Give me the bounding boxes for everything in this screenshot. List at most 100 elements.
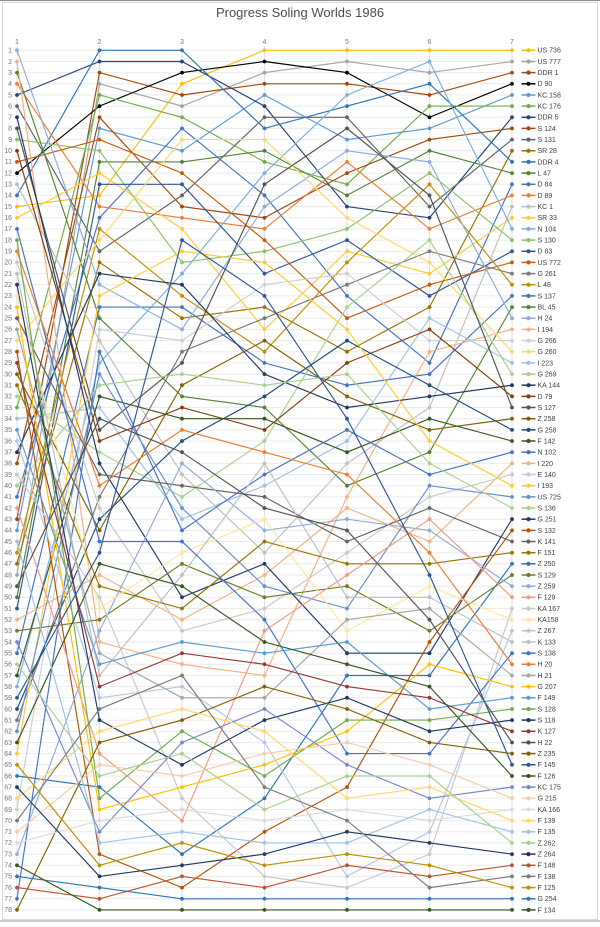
svg-text:F 145: F 145 <box>538 762 556 769</box>
svg-text:F 125: F 125 <box>538 885 556 892</box>
svg-text:49: 49 <box>4 584 12 591</box>
svg-text:F 138: F 138 <box>538 874 556 881</box>
svg-text:3: 3 <box>8 70 12 77</box>
svg-text:2: 2 <box>98 39 102 46</box>
svg-text:58: 58 <box>4 684 12 691</box>
svg-text:36: 36 <box>4 438 12 445</box>
svg-text:62: 62 <box>4 729 12 736</box>
svg-text:56: 56 <box>4 662 12 669</box>
svg-text:12: 12 <box>4 170 12 177</box>
svg-text:I 223: I 223 <box>538 360 554 367</box>
svg-text:40: 40 <box>4 483 12 490</box>
svg-text:I 220: I 220 <box>538 461 554 468</box>
svg-text:G 207: G 207 <box>538 684 557 691</box>
svg-text:Z 250: Z 250 <box>538 561 556 568</box>
svg-text:KA158: KA158 <box>538 617 559 624</box>
svg-text:S 131: S 131 <box>538 137 556 144</box>
svg-text:S 136: S 136 <box>538 505 556 512</box>
svg-text:30: 30 <box>4 371 12 378</box>
svg-text:D 79: D 79 <box>538 394 553 401</box>
svg-text:45: 45 <box>4 539 12 546</box>
svg-text:G 260: G 260 <box>538 349 557 356</box>
svg-text:H 24: H 24 <box>538 316 553 323</box>
svg-text:L 48: L 48 <box>538 282 551 289</box>
svg-text:17: 17 <box>4 226 12 233</box>
svg-text:N 102: N 102 <box>538 450 557 457</box>
svg-text:4: 4 <box>263 39 267 46</box>
svg-text:33: 33 <box>4 405 12 412</box>
svg-text:S 127: S 127 <box>538 405 556 412</box>
svg-text:11: 11 <box>5 159 12 166</box>
svg-text:6: 6 <box>8 103 12 110</box>
svg-text:5: 5 <box>8 92 12 99</box>
svg-text:19: 19 <box>4 249 12 256</box>
svg-text:75: 75 <box>4 874 12 881</box>
svg-text:66: 66 <box>4 773 12 780</box>
svg-text:22: 22 <box>4 282 12 289</box>
svg-text:F 126: F 126 <box>538 773 556 780</box>
svg-text:55: 55 <box>4 651 12 658</box>
svg-text:39: 39 <box>4 472 12 479</box>
svg-text:Z 262: Z 262 <box>538 840 556 847</box>
svg-text:31: 31 <box>4 383 12 390</box>
svg-text:43: 43 <box>4 517 12 524</box>
svg-text:S 138: S 138 <box>538 651 556 658</box>
svg-text:48: 48 <box>4 572 12 579</box>
svg-text:S 124: S 124 <box>538 126 556 133</box>
svg-text:Z 235: Z 235 <box>538 751 556 758</box>
svg-text:21: 21 <box>4 271 12 278</box>
svg-text:F 149: F 149 <box>538 695 556 702</box>
svg-text:F 135: F 135 <box>538 829 556 836</box>
svg-text:1: 1 <box>8 48 12 55</box>
svg-text:37: 37 <box>4 450 12 457</box>
svg-text:52: 52 <box>4 617 12 624</box>
svg-text:32: 32 <box>4 394 12 401</box>
svg-text:2: 2 <box>8 59 12 66</box>
svg-text:15: 15 <box>4 204 12 211</box>
svg-text:F 151: F 151 <box>538 550 556 557</box>
svg-text:F 139: F 139 <box>538 818 556 825</box>
svg-text:42: 42 <box>4 505 12 512</box>
svg-text:16: 16 <box>4 215 12 222</box>
svg-text:24: 24 <box>4 304 12 311</box>
svg-text:K 141: K 141 <box>538 539 556 546</box>
svg-text:DDR 4: DDR 4 <box>538 159 559 166</box>
svg-text:D 84: D 84 <box>538 182 553 189</box>
svg-text:Z 267: Z 267 <box>538 628 556 635</box>
svg-text:KC 176: KC 176 <box>538 104 561 111</box>
svg-text:59: 59 <box>4 695 12 702</box>
svg-text:Progress Soling Worlds 1986: Progress Soling Worlds 1986 <box>216 5 384 20</box>
svg-text:8: 8 <box>8 126 12 133</box>
svg-text:13: 13 <box>4 182 12 189</box>
svg-text:14: 14 <box>4 193 12 200</box>
svg-text:67: 67 <box>4 784 12 791</box>
svg-text:38: 38 <box>4 461 12 468</box>
svg-text:I 193: I 193 <box>538 483 554 490</box>
svg-text:5: 5 <box>345 39 349 46</box>
svg-text:10: 10 <box>4 148 12 155</box>
svg-text:7: 7 <box>510 39 514 46</box>
svg-text:65: 65 <box>4 762 12 769</box>
svg-text:US 772: US 772 <box>538 260 561 267</box>
svg-text:61: 61 <box>4 717 12 724</box>
svg-text:I 194: I 194 <box>538 327 554 334</box>
svg-text:KC 158: KC 158 <box>538 92 561 99</box>
svg-text:78: 78 <box>4 907 12 914</box>
svg-text:F 134: F 134 <box>538 907 556 914</box>
svg-text:G 269: G 269 <box>538 372 557 379</box>
svg-text:77: 77 <box>4 896 12 903</box>
svg-text:S 137: S 137 <box>538 293 556 300</box>
svg-text:50: 50 <box>4 595 12 602</box>
svg-text:47: 47 <box>4 561 12 568</box>
svg-text:G 215: G 215 <box>538 796 557 803</box>
svg-text:74: 74 <box>4 863 12 870</box>
svg-text:60: 60 <box>4 706 12 713</box>
svg-text:25: 25 <box>4 316 12 323</box>
svg-text:53: 53 <box>4 628 12 635</box>
svg-text:KA 166: KA 166 <box>538 807 561 814</box>
svg-text:N 104: N 104 <box>538 226 557 233</box>
svg-text:G 254: G 254 <box>538 896 557 903</box>
svg-text:64: 64 <box>4 751 12 758</box>
svg-text:KA 144: KA 144 <box>538 383 561 390</box>
svg-text:70: 70 <box>4 818 12 825</box>
